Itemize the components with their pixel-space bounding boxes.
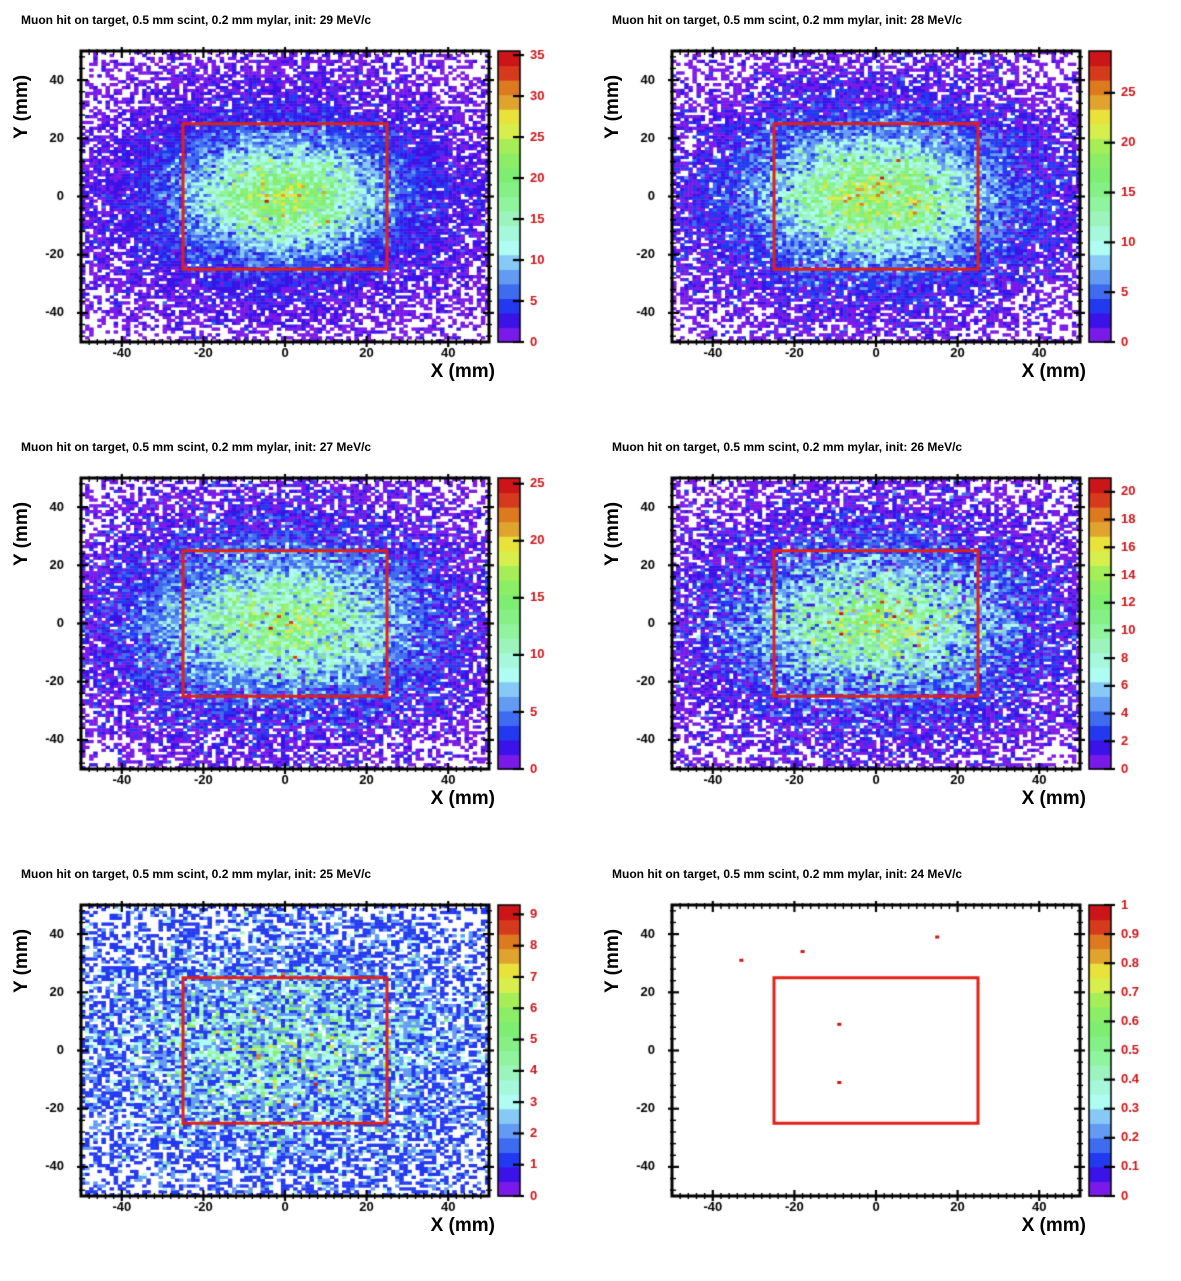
x-axis-title: X (mm) <box>1021 361 1086 382</box>
x-axis-title: X (mm) <box>1021 1215 1086 1236</box>
panel-25mevc: Muon hit on target, 0.5 mm scint, 0.2 mm… <box>0 854 590 1281</box>
heatmap-canvas-24mevc <box>591 854 1181 1281</box>
y-axis-title: Y (mm) <box>602 74 623 139</box>
y-axis-title: Y (mm) <box>11 928 32 993</box>
plot-title: Muon hit on target, 0.5 mm scint, 0.2 mm… <box>21 13 372 27</box>
panel-26mevc: Muon hit on target, 0.5 mm scint, 0.2 mm… <box>591 427 1181 854</box>
panel-28mevc: Muon hit on target, 0.5 mm scint, 0.2 mm… <box>591 0 1181 427</box>
panel-24mevc: Muon hit on target, 0.5 mm scint, 0.2 mm… <box>591 854 1181 1281</box>
heatmap-canvas-25mevc <box>0 854 590 1281</box>
x-axis-title: X (mm) <box>430 361 495 382</box>
x-axis-title: X (mm) <box>430 1215 495 1236</box>
panel-27mevc: Muon hit on target, 0.5 mm scint, 0.2 mm… <box>0 427 590 854</box>
x-axis-title: X (mm) <box>1021 788 1086 809</box>
plot-title: Muon hit on target, 0.5 mm scint, 0.2 mm… <box>21 867 372 881</box>
plot-title: Muon hit on target, 0.5 mm scint, 0.2 mm… <box>21 440 372 454</box>
plot-title: Muon hit on target, 0.5 mm scint, 0.2 mm… <box>612 867 963 881</box>
heatmap-canvas-29mevc <box>0 0 590 427</box>
x-axis-title: X (mm) <box>430 788 495 809</box>
plot-title: Muon hit on target, 0.5 mm scint, 0.2 mm… <box>612 13 963 27</box>
y-axis-title: Y (mm) <box>602 501 623 566</box>
y-axis-title: Y (mm) <box>11 501 32 566</box>
heatmap-canvas-28mevc <box>591 0 1181 427</box>
heatmap-canvas-26mevc <box>591 427 1181 854</box>
y-axis-title: Y (mm) <box>11 74 32 139</box>
plot-title: Muon hit on target, 0.5 mm scint, 0.2 mm… <box>612 440 963 454</box>
heatmap-canvas-27mevc <box>0 427 590 854</box>
y-axis-title: Y (mm) <box>602 928 623 993</box>
panel-29mevc: Muon hit on target, 0.5 mm scint, 0.2 mm… <box>0 0 590 427</box>
